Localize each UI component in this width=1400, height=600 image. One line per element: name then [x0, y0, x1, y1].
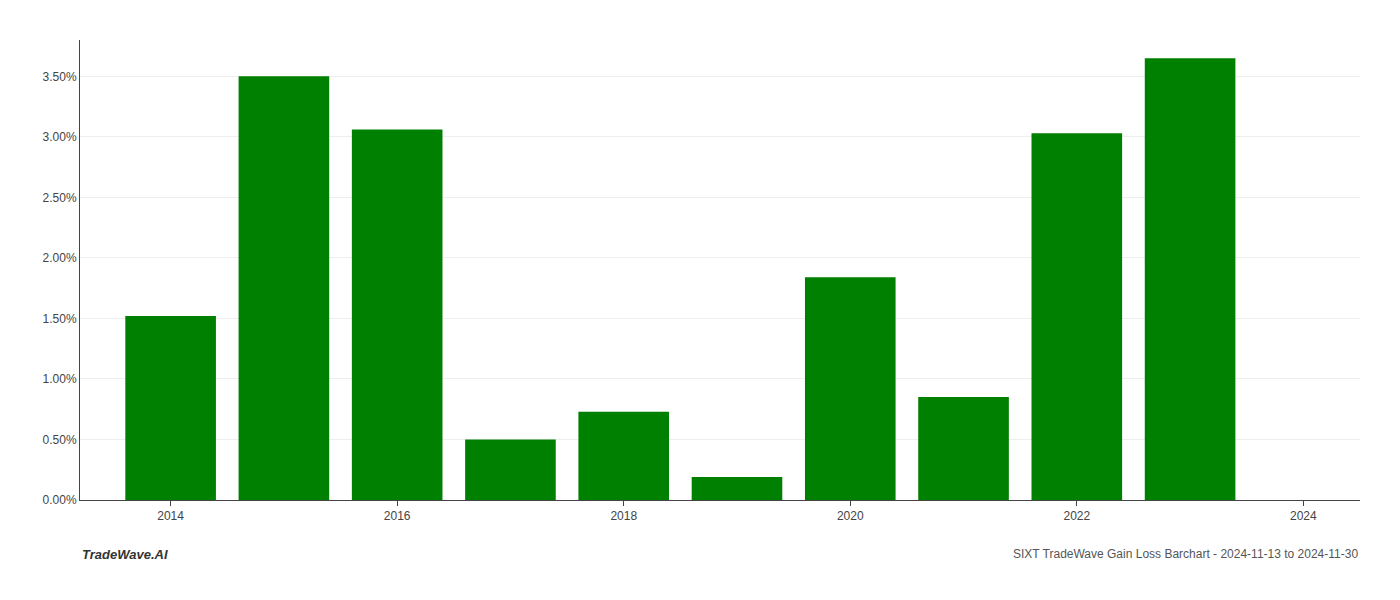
svg-text:0.50%: 0.50%: [43, 433, 77, 447]
svg-text:SIXT TradeWave Gain Loss Barch: SIXT TradeWave Gain Loss Barchart - 2024…: [1013, 547, 1358, 561]
svg-text:2014: 2014: [157, 509, 184, 523]
svg-text:3.50%: 3.50%: [43, 70, 77, 84]
svg-text:2018: 2018: [610, 509, 637, 523]
svg-text:2016: 2016: [384, 509, 411, 523]
svg-text:TradeWave.AI: TradeWave.AI: [82, 547, 168, 562]
svg-text:2024: 2024: [1290, 509, 1317, 523]
svg-text:3.00%: 3.00%: [43, 130, 77, 144]
svg-text:2022: 2022: [1063, 509, 1090, 523]
svg-text:0.00%: 0.00%: [43, 493, 77, 507]
svg-text:2020: 2020: [837, 509, 864, 523]
svg-text:2.00%: 2.00%: [43, 251, 77, 265]
svg-text:1.00%: 1.00%: [43, 372, 77, 386]
svg-text:2.50%: 2.50%: [43, 191, 77, 205]
svg-text:1.50%: 1.50%: [43, 312, 77, 326]
